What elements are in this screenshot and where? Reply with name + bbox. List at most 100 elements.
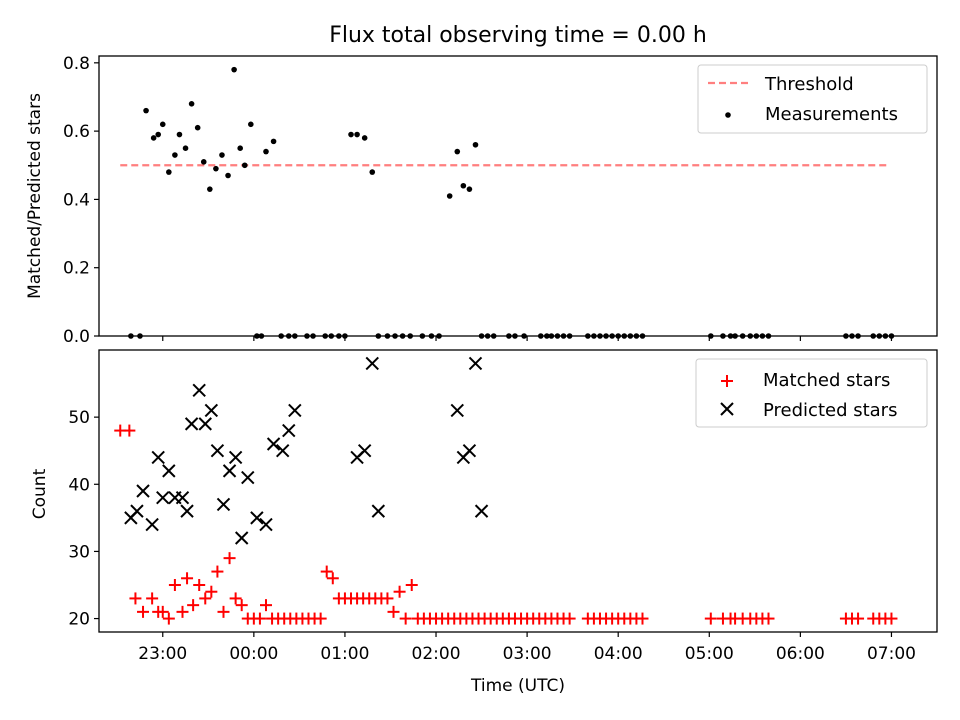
predicted-marker [275,444,290,458]
predicted-marker [130,504,144,518]
matched-marker [181,572,194,585]
measurement-point [225,172,231,179]
matched-marker [211,565,224,578]
y-tick-label: 50 [68,408,90,428]
y-tick-label: 20 [68,610,90,630]
matched-marker [405,579,418,591]
predicted-marker [266,437,281,451]
legend-threshold-label: Threshold [764,74,854,95]
legend-measurements-swatch [725,112,731,118]
matched-marker [176,605,189,618]
ratio-legend-box [697,64,928,134]
predicted-marker [450,403,464,418]
measurement-point [213,165,219,172]
count-series-layer [114,356,898,625]
x-tick-label: 23:00 [138,644,187,664]
ratio-panel: 0.00.20.40.60.8 Matched/Predicted stars … [25,54,938,347]
measurement-point [446,193,453,199]
matched-marker [205,585,218,598]
count-y-ticks: 20 30 40 50 [68,408,99,630]
matched-marker [137,605,150,618]
matched-marker [320,565,333,578]
matched-marker [187,599,200,612]
predicted-marker [462,444,477,458]
y-tick-label: 0.8 [63,54,90,74]
predicted-marker [371,504,386,518]
predicted-marker [180,504,194,518]
measurement-point [263,148,269,155]
y-tick-label: 40 [68,475,90,495]
matched-marker [762,612,775,625]
measurement-point [248,121,254,128]
y-tick-label: 0.6 [63,122,90,142]
count-panel: 20 30 40 50 23:00 00:00 01:00 02:00 03:00 04:00 0… [30,349,938,664]
measurement-point [182,145,189,151]
measurement-point [207,186,213,192]
ratio-y-axis-label: Matched/Predicted stars [25,93,45,299]
predicted-marker [474,504,489,518]
predicted-marker [288,403,302,418]
legend-predicted-label: Predicted stars [763,400,897,421]
predicted-marker [222,464,237,478]
y-tick-label: 0.0 [63,327,90,347]
predicted-marker [241,470,255,485]
y-tick-label: 30 [68,542,90,562]
ratio-series-layer [120,66,895,339]
matched-marker [217,605,230,618]
measurement-point [241,162,248,169]
x-tick-label: 01:00 [320,644,369,664]
measurement-point [155,131,162,138]
matched-marker [199,592,212,605]
x-tick-label: 02:00 [412,644,461,664]
measurement-point [159,121,166,128]
measurement-point [348,131,354,138]
matched-marker [381,592,394,605]
measurement-point [188,101,195,107]
predicted-marker [198,417,212,431]
count-legend-box [695,358,928,428]
y-tick-label: 0.2 [63,259,90,279]
matched-marker [235,599,248,612]
matched-marker [259,599,272,612]
predicted-marker [234,531,249,545]
measurement-point [466,186,473,192]
predicted-marker [156,491,170,505]
x-tick-label: 07:00 [867,644,916,664]
predicted-marker [468,356,483,371]
count-x-ticks: 23:00 00:00 01:00 02:00 03:00 04:00 05:00 06:00… [138,632,916,664]
matched-marker [253,612,266,625]
matched-marker [387,605,400,618]
matched-marker [129,592,142,605]
legend-measurements-label: Measurements [765,104,898,125]
measurement-point [369,169,376,175]
x-axis-label: Time (UTC) [470,676,565,696]
predicted-marker [365,356,379,371]
matched-marker [229,592,242,605]
predicted-marker [357,444,372,458]
legend-matched-swatch [721,375,733,387]
measurement-point [194,124,201,131]
matched-marker [885,612,898,625]
predicted-marker [282,423,296,438]
measurement-point [354,131,360,138]
matched-marker [146,592,159,605]
predicted-marker [216,497,231,512]
count-axes-frame [98,349,938,633]
matched-marker [563,612,576,625]
measurement-point [231,66,237,73]
measurement-point [200,159,207,165]
ratio-x-ticks [162,336,893,341]
ratio-y-ticks: 0.0 0.2 0.4 0.6 0.8 [63,54,99,347]
matched-marker [193,579,206,591]
legend-matched-label: Matched stars [763,370,890,391]
predicted-marker [145,517,159,532]
predicted-marker [210,444,225,458]
matched-marker [223,552,236,565]
x-tick-label: 03:00 [503,644,552,664]
predicted-marker [204,403,219,418]
predicted-marker [175,491,190,505]
measurement-point [454,148,461,155]
measurement-point [143,107,149,114]
matched-marker [314,612,327,625]
count-legend: Matched stars Predicted stars [695,358,928,428]
